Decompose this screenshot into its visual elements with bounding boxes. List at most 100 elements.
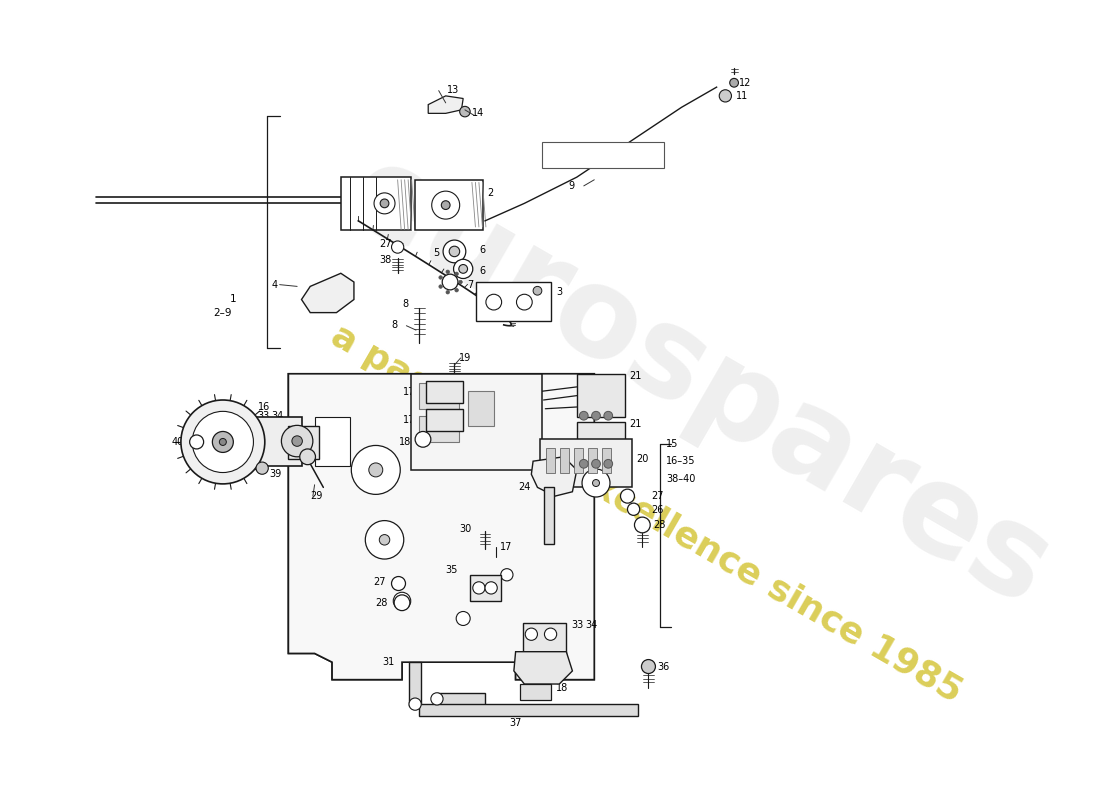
Circle shape [485,582,497,594]
Text: 40: 40 [172,437,184,447]
Text: 3: 3 [557,286,563,297]
Circle shape [592,459,601,468]
Text: 32: 32 [434,707,447,717]
Bar [520,684,551,700]
Bar [415,180,483,230]
Text: 35: 35 [446,566,458,575]
Bar [547,448,554,473]
Bar [419,382,459,409]
Circle shape [300,449,316,465]
Text: 6: 6 [478,266,485,276]
Bar [540,439,631,487]
Bar [437,693,485,705]
Text: 8: 8 [402,299,408,309]
Text: 27: 27 [651,491,663,501]
Text: 18: 18 [398,437,410,447]
Bar [427,409,463,431]
Bar [192,418,301,466]
Circle shape [635,517,650,533]
Bar [574,448,583,473]
Text: 26: 26 [651,505,663,515]
Text: 34: 34 [585,621,597,630]
Circle shape [592,411,601,420]
Circle shape [460,106,470,117]
Circle shape [453,259,473,278]
Circle shape [292,436,302,446]
Circle shape [439,285,442,288]
Polygon shape [301,274,354,313]
Circle shape [192,411,253,473]
Circle shape [392,577,406,590]
Circle shape [379,534,389,545]
Text: 2: 2 [487,188,494,198]
Bar [470,574,500,601]
Circle shape [719,90,732,102]
Bar [522,623,566,658]
Circle shape [431,191,460,219]
Circle shape [442,274,458,290]
Polygon shape [288,374,594,680]
Bar [288,426,319,459]
Circle shape [439,276,442,279]
Text: 15: 15 [666,438,679,449]
Circle shape [443,240,465,262]
Text: 34: 34 [271,410,283,421]
Text: 28: 28 [653,520,667,530]
Circle shape [415,431,431,447]
Text: 8: 8 [392,320,397,330]
Text: 24: 24 [518,482,530,492]
Bar [576,374,625,418]
Text: 2–9: 2–9 [213,308,232,318]
Text: 13: 13 [448,85,460,94]
Text: 18: 18 [556,683,568,694]
Circle shape [189,435,204,449]
Circle shape [409,698,421,710]
Text: 33: 33 [572,621,584,630]
Circle shape [517,294,532,310]
Bar [341,177,410,230]
Text: eurospares: eurospares [327,133,1071,633]
Text: 21: 21 [629,370,641,381]
Circle shape [580,411,588,420]
Circle shape [394,592,410,610]
Circle shape [351,446,400,494]
Circle shape [180,400,265,484]
Text: 17: 17 [403,415,415,425]
Text: 31: 31 [383,657,395,667]
Circle shape [604,411,613,420]
Text: 19: 19 [459,353,471,363]
Bar [315,418,350,466]
Circle shape [593,479,600,486]
Circle shape [256,462,268,474]
Circle shape [500,569,513,581]
Bar [576,422,625,466]
Text: 21: 21 [629,418,641,429]
Circle shape [473,582,485,594]
Bar [560,448,569,473]
Text: 23: 23 [581,454,593,465]
Circle shape [446,290,450,294]
Polygon shape [428,96,463,114]
Text: 28: 28 [375,598,387,608]
Circle shape [446,270,450,274]
Circle shape [441,201,450,210]
Text: 25: 25 [612,467,624,478]
Text: 36: 36 [657,662,670,671]
Text: 16–35: 16–35 [666,456,695,466]
Circle shape [582,469,610,497]
Bar [410,374,542,470]
Text: 33: 33 [257,410,271,421]
Circle shape [486,294,502,310]
Text: 4: 4 [272,280,278,290]
Text: 12: 12 [738,78,751,88]
Circle shape [641,659,656,674]
Circle shape [580,459,588,468]
Circle shape [449,246,460,257]
Text: 1: 1 [229,294,236,305]
Bar [419,704,638,716]
Text: 39: 39 [270,470,282,479]
Circle shape [282,426,312,457]
Circle shape [525,628,538,640]
Text: 16: 16 [257,402,271,412]
Bar [419,416,459,442]
